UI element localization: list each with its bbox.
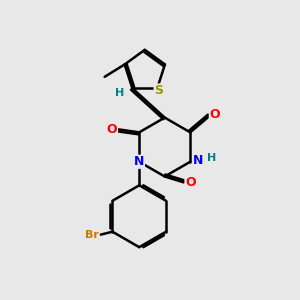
Text: S: S: [154, 84, 163, 97]
Text: N: N: [193, 154, 204, 167]
Text: Br: Br: [85, 230, 99, 240]
Text: O: O: [107, 123, 117, 136]
Text: N: N: [134, 155, 144, 168]
Text: O: O: [209, 108, 220, 121]
Text: O: O: [185, 176, 196, 189]
Text: H: H: [207, 153, 216, 163]
Text: H: H: [115, 88, 124, 98]
